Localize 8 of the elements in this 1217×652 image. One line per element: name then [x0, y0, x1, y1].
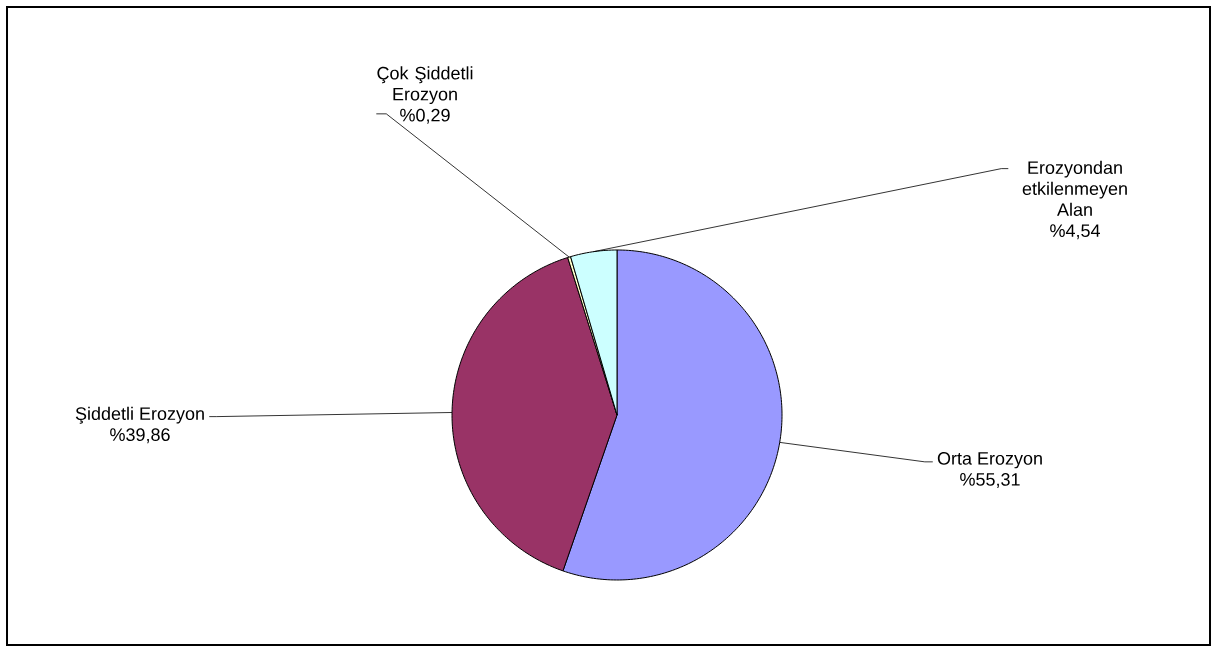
slice-label: Erozyondan etkilenmeyen Alan: [1022, 160, 1127, 217]
slice-label: Şiddetli Erozyon: [75, 406, 204, 424]
data-label: %55,31: [960, 473, 1020, 488]
slice-label: Çok Şiddetli Erozyon: [377, 66, 473, 105]
data-label: %0,29: [400, 108, 450, 124]
data-label: %4,54: [1050, 224, 1100, 240]
data-label: %39,86: [110, 428, 170, 444]
slice-label: Orta Erozyon: [937, 452, 1042, 469]
